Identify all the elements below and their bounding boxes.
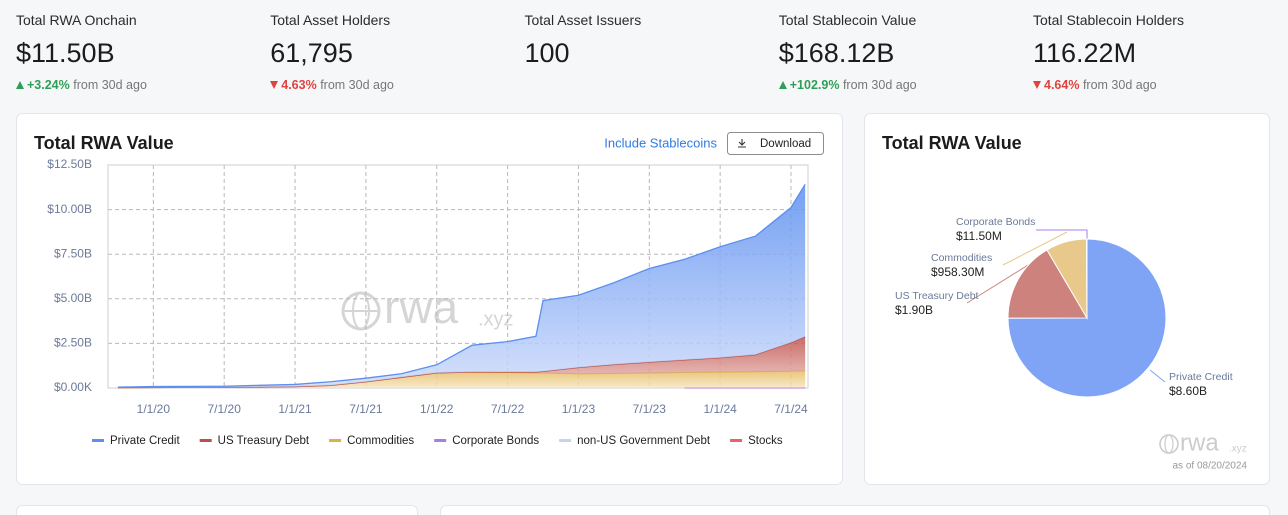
y-tick-label: $2.50B <box>54 336 92 350</box>
download-icon <box>738 139 746 148</box>
x-tick-label: 1/1/20 <box>137 402 171 416</box>
y-tick-label: $0.00K <box>54 380 92 394</box>
legend-swatch <box>92 439 104 442</box>
legend-label: Stocks <box>748 435 783 447</box>
area <box>117 336 806 388</box>
watermark-main: rwa <box>1180 429 1219 456</box>
pie-slice <box>1007 249 1088 319</box>
download-button[interactable] <box>727 132 824 155</box>
change-percent: +3.24% <box>27 78 70 92</box>
stat-value: 100 <box>524 38 570 68</box>
legend-label: Private Credit <box>110 435 180 447</box>
slice-value: $8.60B <box>1169 384 1207 398</box>
download-label[interactable]: Download <box>760 138 811 150</box>
stat-change: 4.63% from 30d ago <box>270 78 520 92</box>
x-tick-label: 7/1/21 <box>349 402 383 416</box>
slice-name: Private Credit <box>1169 371 1233 383</box>
legend-label: non-US Government Debt <box>577 435 711 447</box>
chart-title: Total RWA Value <box>882 133 1022 153</box>
stat-change: +3.24% from 30d ago <box>16 78 266 92</box>
legend-swatch <box>329 439 342 442</box>
watermark: rwa .xyz <box>1159 429 1247 456</box>
watermark-sub: .xyz <box>1229 444 1247 455</box>
change-arrow <box>778 81 787 89</box>
watermark-main: rwa <box>384 281 459 333</box>
area-line <box>117 183 806 388</box>
card <box>16 505 418 515</box>
y-tick-label: $5.00B <box>54 291 92 305</box>
legend-label: Corporate Bonds <box>452 435 539 447</box>
change-note: from 30d ago <box>1082 78 1157 92</box>
legend-label: US Treasury Debt <box>218 435 310 447</box>
change-note: from 30d ago <box>320 78 394 92</box>
legend-swatch <box>434 439 447 442</box>
stat-value: $168.12B <box>778 38 895 68</box>
area <box>117 370 806 388</box>
stat-label: Total Stablecoin Holders <box>1033 12 1184 28</box>
slice-value: $958.30M <box>931 265 984 279</box>
change-arrow <box>1033 81 1041 89</box>
watermark-sub: .xyz <box>478 308 514 330</box>
x-tick-label: 1/1/21 <box>278 402 312 416</box>
y-tick-label: $10.00B <box>47 202 92 216</box>
area <box>117 184 806 388</box>
stat-label: Total Asset Holders <box>270 12 391 28</box>
x-tick-label: 1/1/23 <box>562 402 596 416</box>
stat-card: Total Asset Holders 61,795 4.63% from 30d … <box>270 12 520 92</box>
stat-card: Total Stablecoin Value $168.12B +102.9% fr… <box>778 12 1029 92</box>
change-percent: 4.63% <box>281 78 317 92</box>
stat-label: Total Stablecoin Value <box>778 12 917 28</box>
x-tick-label: 7/1/23 <box>633 402 667 416</box>
stat-card: Total Stablecoin Holders 116.22M 4.64% fro… <box>1033 12 1283 92</box>
slice-value: $1.90B <box>895 303 933 317</box>
slice-name: Commodities <box>931 252 992 264</box>
as-of-date: as of 08/20/2024 <box>1172 461 1247 472</box>
slice-name: Corporate Bonds <box>956 216 1035 228</box>
card <box>16 113 843 485</box>
legend-label: Commodities <box>347 435 414 447</box>
x-tick-label: 7/1/22 <box>491 402 525 416</box>
stat-value: 116.22M <box>1033 38 1137 68</box>
y-tick-label: $12.50B <box>47 157 92 171</box>
slice-value: $11.50M <box>956 229 1002 243</box>
stat-label: Total Asset Issuers <box>524 12 642 28</box>
change-arrow <box>270 81 279 89</box>
change-percent: +102.9% <box>789 78 840 92</box>
x-tick-label: 7/1/20 <box>208 402 242 416</box>
stat-value: 61,795 <box>270 38 353 68</box>
stat-value: $11.50B <box>16 38 115 68</box>
stat-card: Total RWA Onchain $11.50B +3.24% from 30d … <box>16 12 266 92</box>
slice-name: US Treasury Debt <box>895 290 979 302</box>
legend-swatch <box>199 439 212 442</box>
change-percent: 4.64% <box>1044 78 1080 92</box>
x-tick-label: 1/1/24 <box>703 402 737 416</box>
chart-title: Total RWA Value <box>34 133 174 153</box>
x-tick-label: 1/1/22 <box>420 402 454 416</box>
card <box>440 505 1270 515</box>
legend-swatch <box>559 439 572 442</box>
stat-change: 4.64% from 30d ago <box>1033 78 1283 92</box>
stat-label: Total RWA Onchain <box>16 12 137 28</box>
change-note: from 30d ago <box>842 78 917 92</box>
stablecoin-toggle[interactable]: Include Stablecoins <box>604 135 717 150</box>
x-tick-label: 7/1/24 <box>774 402 808 416</box>
legend-swatch <box>730 439 743 442</box>
watermark: rwa .xyz <box>341 281 514 333</box>
stat-change: +102.9% from 30d ago <box>778 78 1029 92</box>
y-tick-label: $7.50B <box>54 246 92 260</box>
stat-card: Total Asset Issuers 100 <box>525 12 775 72</box>
change-note: from 30d ago <box>73 78 147 92</box>
leader-lines <box>966 229 1166 383</box>
change-arrow <box>16 81 24 89</box>
